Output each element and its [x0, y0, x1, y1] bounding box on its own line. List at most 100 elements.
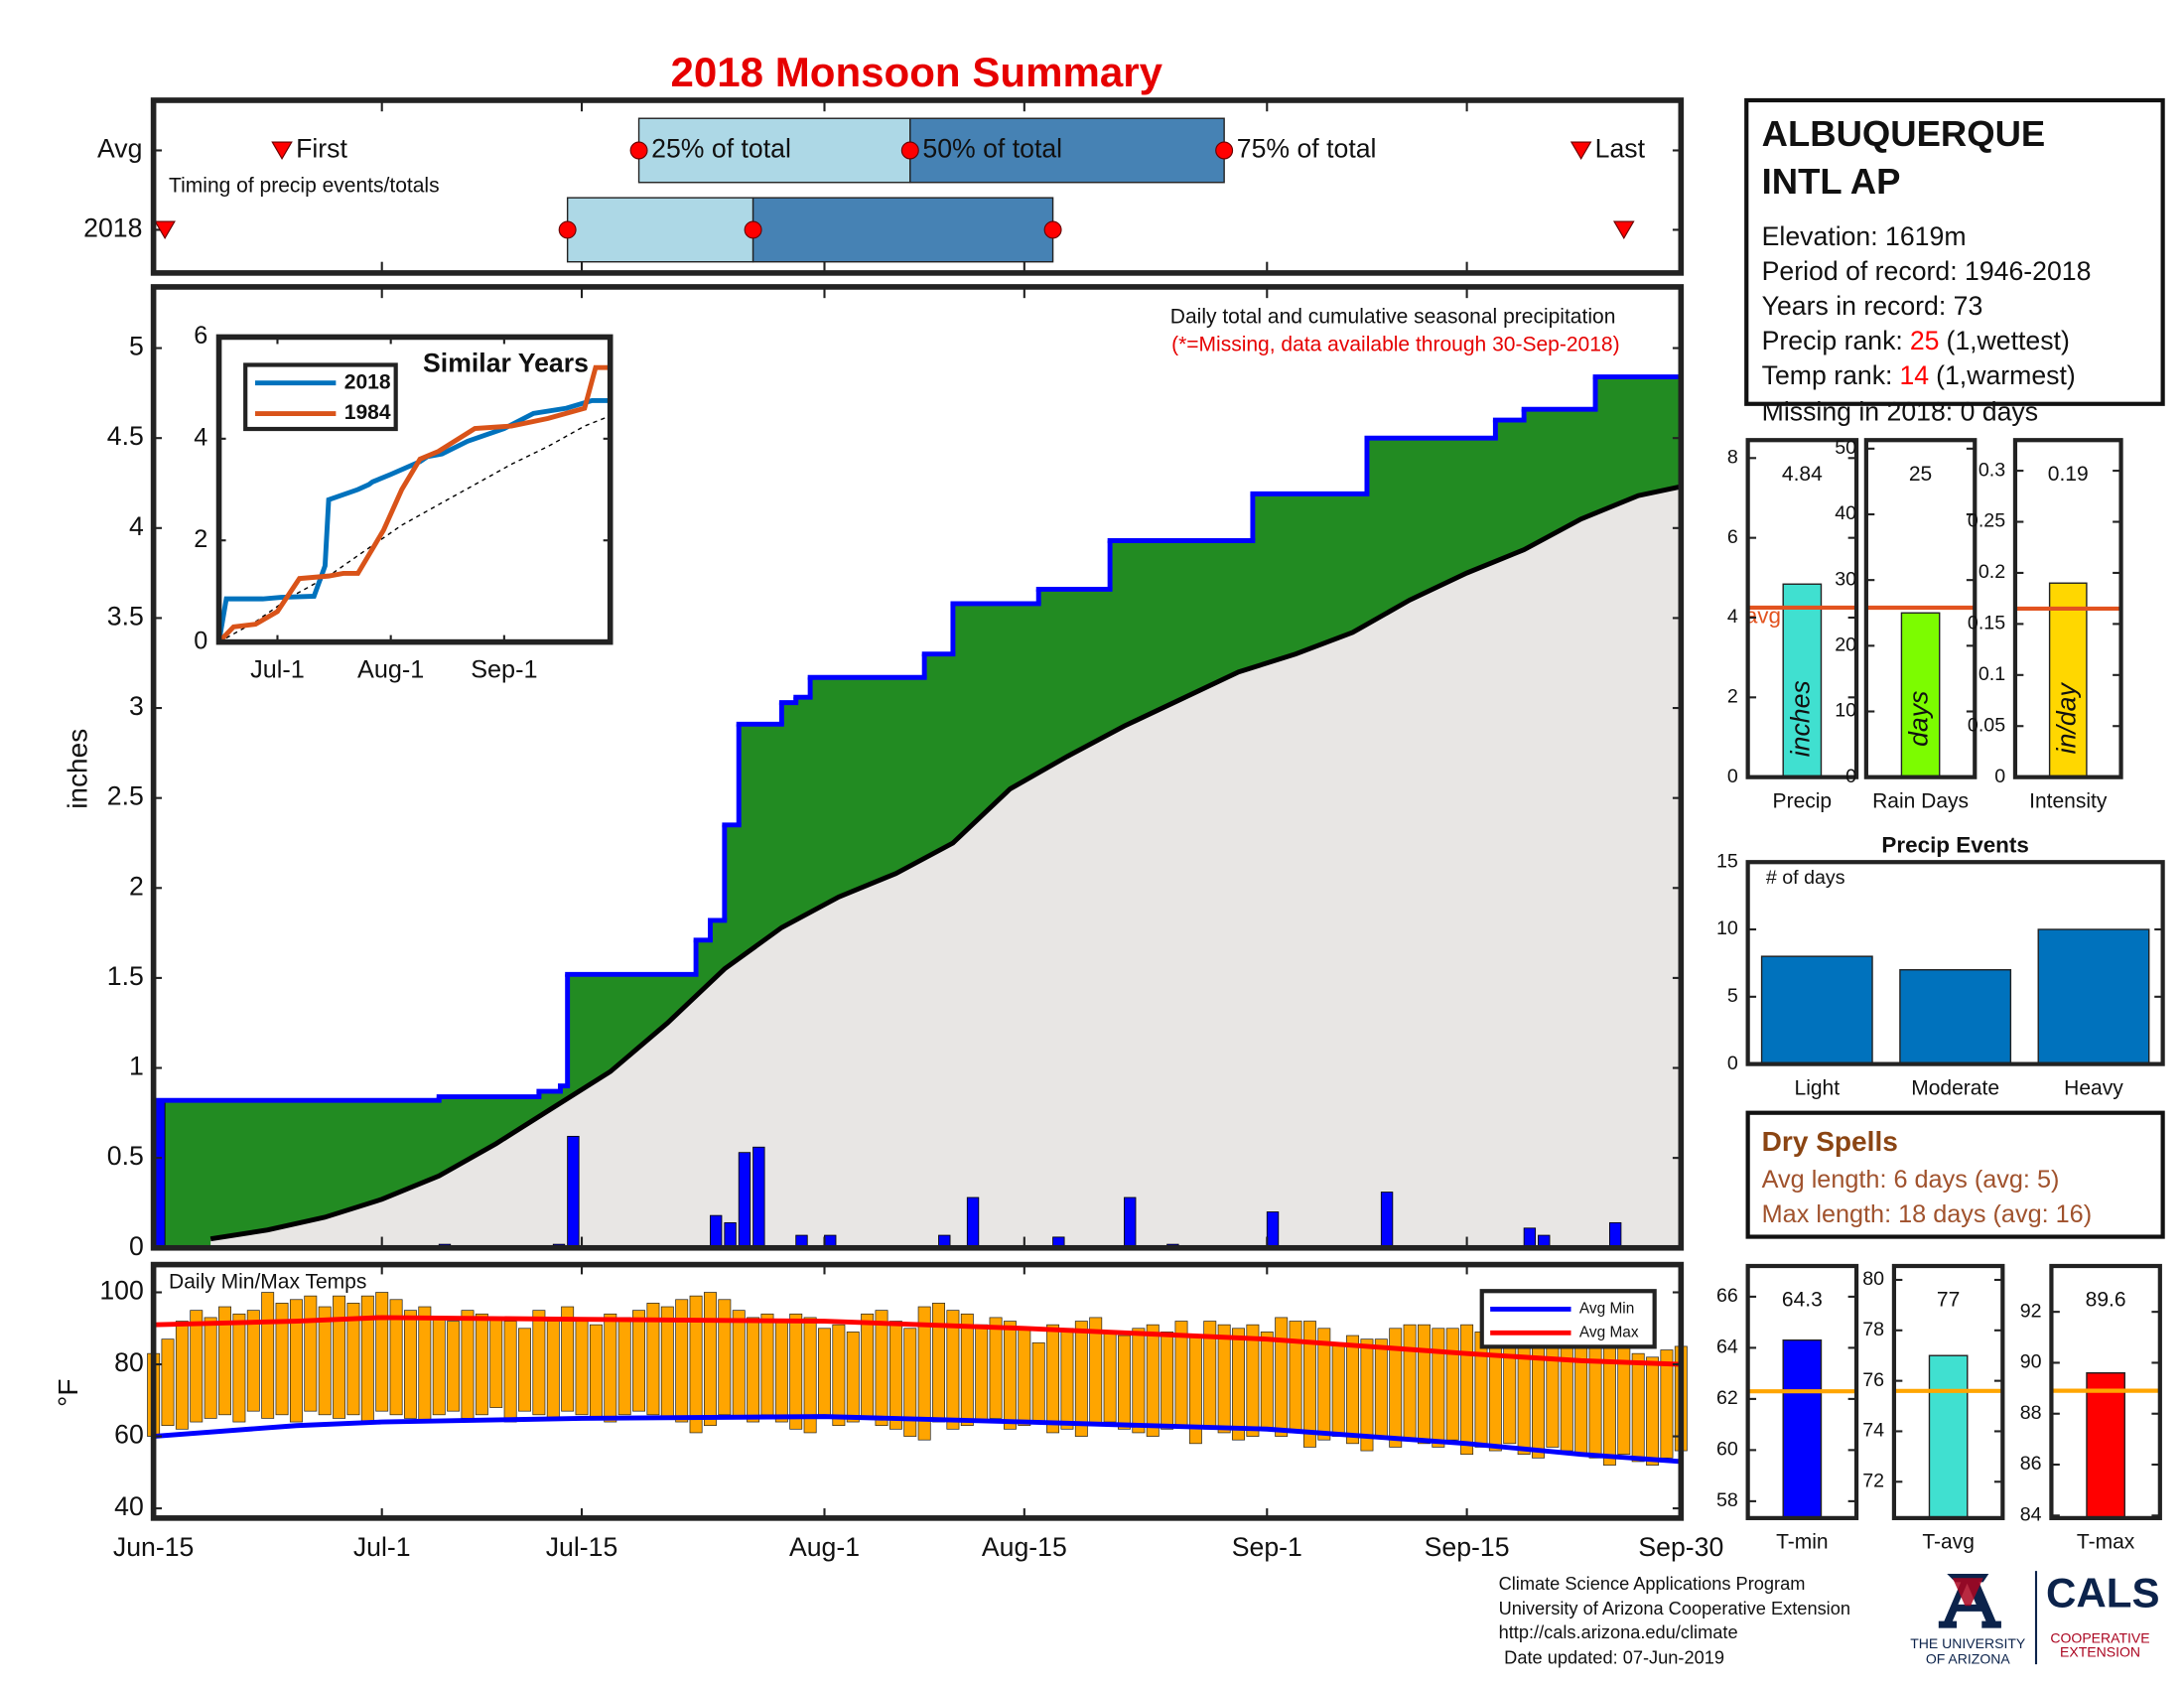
- temp-bar: [1445, 1328, 1459, 1441]
- temp-bar: [932, 1303, 946, 1423]
- temp-bar: [1460, 1324, 1474, 1456]
- temp-bar: [489, 1317, 503, 1408]
- logo-text: EXTENSION: [2060, 1644, 2140, 1660]
- temp-bar: [404, 1310, 417, 1419]
- marker-label: 50% of total: [922, 134, 1062, 164]
- temp-bar: [1031, 1341, 1045, 1423]
- temp-bar: [1246, 1324, 1260, 1437]
- temp-bar: [1418, 1324, 1431, 1445]
- temp-bar: [1503, 1335, 1517, 1445]
- y-tick-label: 0: [1994, 766, 2005, 787]
- logo-cals: CALS: [2046, 1570, 2160, 1617]
- temp-bar: [1018, 1328, 1031, 1427]
- temp-bar: [1403, 1324, 1417, 1441]
- station-line: Elevation: 1619m: [1762, 221, 1967, 251]
- y-axis-label: inches: [63, 729, 93, 809]
- station-box: ALBUQUERQUE INTL AP Elevation: 1619m Per…: [1744, 97, 2165, 427]
- temp-bar: [1232, 1328, 1245, 1441]
- logo: THE UNIVERSITY OF ARIZONA CALS COOPERATI…: [1910, 1570, 2159, 1667]
- unit-label: in/day: [2051, 682, 2081, 755]
- temp-bar: [1118, 1335, 1131, 1430]
- x-tick-label: Jul-1: [250, 656, 305, 684]
- temp-bar: [774, 1321, 788, 1423]
- row-label: 2018: [83, 212, 142, 242]
- dry-line: Avg length: 6 days (avg: 5): [1762, 1166, 2060, 1194]
- legend-box: [1479, 1289, 1657, 1349]
- daily-bar: [1608, 1221, 1622, 1249]
- y-tick-label: 62: [1716, 1387, 1738, 1409]
- dry-line: Max length: 18 days (avg: 16): [1762, 1200, 2092, 1228]
- y-tick-label: 5: [129, 332, 144, 361]
- temp-bar: [447, 1321, 461, 1412]
- temp-bar: [1003, 1321, 1017, 1430]
- y-tick-label: 4: [129, 511, 144, 541]
- bar: [1928, 1354, 1969, 1519]
- dry-spells: Dry Spells Avg length: 6 days (avg: 5) M…: [1745, 1110, 2165, 1239]
- plot-frame: [215, 334, 614, 645]
- quartile-box: [751, 197, 1054, 263]
- temp-bar: [518, 1328, 531, 1412]
- rank-value: 14: [1899, 360, 1929, 390]
- y-axis-label: # of days: [1766, 867, 1845, 889]
- y-tick-label: 60: [114, 1420, 144, 1450]
- y-tick-label: 100: [99, 1276, 143, 1306]
- marker-label: 75% of total: [1237, 134, 1377, 164]
- temp-bar: [1132, 1328, 1146, 1434]
- temp-bar: [832, 1324, 846, 1427]
- x-tick-label: Sep-1: [1232, 1532, 1302, 1562]
- rank-label: Precip rank:: [1762, 326, 1903, 355]
- y-tick-label: 2: [1727, 686, 1738, 708]
- temp-bar: [803, 1317, 817, 1434]
- temp-bar: [975, 1324, 989, 1423]
- unit-label: inches: [1785, 680, 1815, 757]
- logo-a: [1938, 1573, 2001, 1628]
- daily-bar: [1380, 1192, 1394, 1249]
- percent-marker: [558, 220, 577, 239]
- temp-bar: [503, 1321, 517, 1423]
- temp-bar: [946, 1310, 960, 1430]
- dry-title: Dry Spells: [1762, 1126, 1898, 1157]
- legend-label: 1984: [344, 401, 391, 424]
- chart-title: Daily Min/Max Temps: [169, 1270, 366, 1293]
- temp-bar: [261, 1292, 275, 1419]
- y-tick-label: 1.5: [107, 961, 144, 991]
- x-tick-label: Light: [1795, 1076, 1841, 1099]
- value-label: 89.6: [2086, 1289, 2126, 1312]
- temp-bar: [232, 1313, 246, 1423]
- legend-box: [243, 362, 398, 432]
- event-marker: [271, 141, 293, 161]
- marker-label: Last: [1595, 134, 1646, 164]
- marker-label: 25% of total: [651, 134, 791, 164]
- temp-bar: [675, 1299, 689, 1423]
- temp-bar: [846, 1332, 860, 1423]
- bar: [2048, 582, 2088, 778]
- legend-label: 2018: [344, 370, 391, 393]
- temp-bar: [789, 1313, 803, 1430]
- temp-bar: [1346, 1335, 1360, 1445]
- temp-bar: [1317, 1328, 1331, 1441]
- plot-frame: [2012, 438, 2123, 779]
- x-tick-label: T-max: [2077, 1531, 2135, 1554]
- logo-a-inner: [1952, 1578, 1983, 1607]
- value-label: 64.3: [1782, 1289, 1823, 1312]
- percent-marker: [629, 141, 648, 160]
- plot-frame: [150, 97, 1685, 276]
- station-name: ALBUQUERQUE: [1762, 113, 2046, 154]
- station-frame: [1744, 97, 2165, 406]
- temp-bar: [1389, 1328, 1403, 1448]
- inset-title: Similar Years: [423, 349, 589, 378]
- temp-bar: [689, 1295, 703, 1434]
- logo-text: THE UNIVERSITY: [1910, 1635, 2026, 1651]
- plot-frame: [150, 1261, 1685, 1521]
- y-tick-label: 1: [129, 1052, 144, 1081]
- temp-bar: [1560, 1338, 1573, 1452]
- daily-bar: [1523, 1227, 1537, 1249]
- footer-line: University of Arizona Cooperative Extens…: [1499, 1598, 1850, 1618]
- temp-bar: [632, 1310, 646, 1412]
- avg-line: [153, 1315, 1682, 1367]
- y-tick-label: 40: [1835, 502, 1856, 524]
- y-tick-label: 0: [1727, 1053, 1738, 1074]
- y-tick-label: 5: [1727, 985, 1738, 1007]
- dry-frame: [1745, 1110, 2165, 1239]
- y-tick-label: 4: [1727, 606, 1738, 628]
